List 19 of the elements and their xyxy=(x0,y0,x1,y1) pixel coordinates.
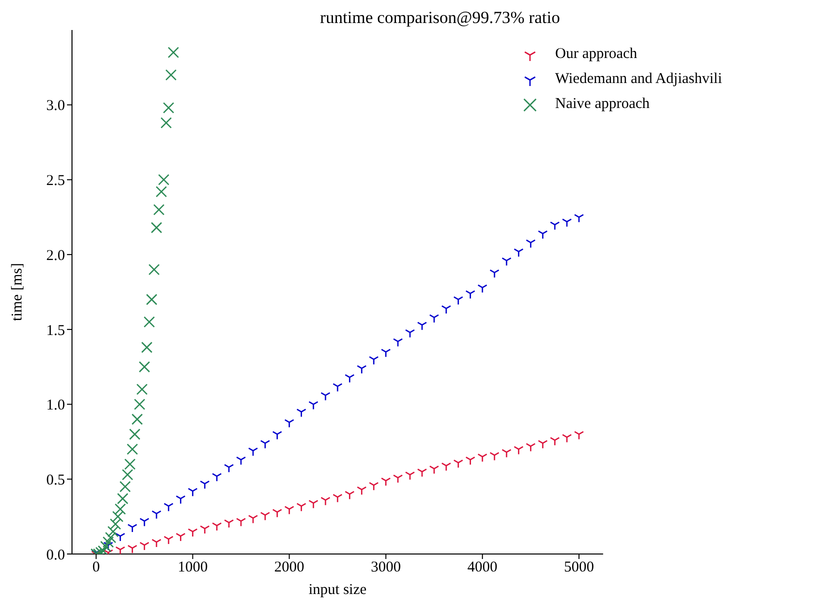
x-tick-label: 4000 xyxy=(467,560,498,576)
y-tick-label: 0.5 xyxy=(46,472,65,488)
y-tick-label: 0.0 xyxy=(46,547,65,564)
x-tick-label: 1000 xyxy=(178,560,208,576)
legend-label: Naive approach xyxy=(555,96,650,113)
y-tick-label: 2.0 xyxy=(46,248,65,264)
chart-title: runtime comparison@99.73% ratio xyxy=(319,8,561,29)
x-axis-title: input size xyxy=(308,582,367,598)
y-tick-label: 1.5 xyxy=(46,322,65,339)
legend-label: Our approach xyxy=(555,46,638,63)
y-tick-label: 2.5 xyxy=(46,173,65,190)
x-tick-label: 2000 xyxy=(274,560,304,576)
y-axis-title: time [ms] xyxy=(9,263,26,321)
legend-label: Wiedemann and Adjiashvili xyxy=(555,71,722,88)
y-tick-label: 3.0 xyxy=(46,98,65,114)
x-tick-label: 5000 xyxy=(564,560,594,576)
y-tick-label: 1.0 xyxy=(46,398,65,414)
x-tick-label: 3000 xyxy=(370,560,401,576)
x-tick-label: 0 xyxy=(92,560,100,576)
